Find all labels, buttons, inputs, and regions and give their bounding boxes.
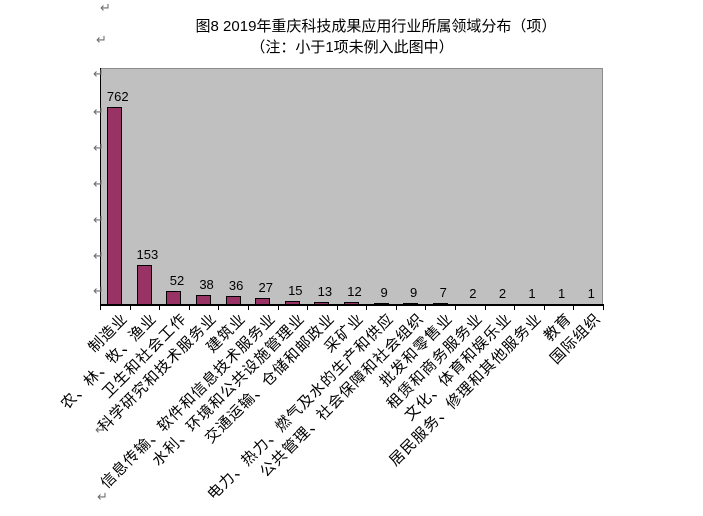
chart-bar (107, 107, 123, 305)
chart-bar (166, 291, 182, 305)
value-label: 27 (258, 280, 273, 295)
line-break-mark-icon: ↵ (93, 213, 104, 228)
line-break-mark-icon: ↵ (96, 33, 107, 48)
value-label: 762 (106, 89, 129, 104)
value-label: 52 (169, 273, 185, 288)
line-break-mark-icon: ↵ (93, 67, 104, 82)
x-axis-tick (337, 306, 338, 310)
value-label: 1 (528, 286, 536, 301)
x-axis-tick (573, 306, 574, 310)
line-break-mark-icon: ↵ (93, 249, 104, 264)
line-break-mark-icon: ↵ (100, 1, 111, 16)
x-axis-tick (100, 306, 101, 310)
x-axis-tick (248, 306, 249, 310)
value-label: 1 (587, 286, 595, 301)
x-axis-tick (396, 306, 397, 310)
x-axis-tick (603, 306, 604, 310)
x-axis-tick (130, 306, 131, 310)
value-label: 38 (199, 277, 214, 292)
x-axis-tick (425, 306, 426, 310)
chart-title: 图8 2019年重庆科技成果应用行业所属领域分布（项） (195, 18, 557, 35)
chart-bar (196, 295, 212, 305)
chart-subtitle: （注：小于1项未例入此图中） (250, 39, 454, 56)
x-axis-tick (455, 306, 456, 310)
value-label: 1 (557, 286, 566, 301)
x-axis-tick (544, 306, 545, 310)
x-axis-tick (189, 306, 190, 310)
x-axis-tick (485, 306, 486, 310)
x-axis-tick (278, 306, 279, 310)
chart-bar (344, 302, 359, 305)
chart-bar (225, 296, 241, 305)
x-axis-line (100, 304, 604, 306)
x-axis-tick (307, 306, 308, 310)
line-break-mark-icon: ↵ (93, 141, 104, 156)
plot-area (100, 68, 603, 305)
line-break-mark-icon: ↵ (93, 105, 104, 120)
line-break-mark-icon: ↵ (93, 284, 104, 299)
y-axis-line (100, 68, 101, 305)
value-label: 9 (410, 285, 418, 300)
line-break-mark-icon: ↵ (97, 490, 108, 505)
line-break-mark-icon: ↵ (93, 177, 104, 192)
chart-bar (284, 301, 300, 305)
chart-bar (136, 265, 152, 305)
value-label: 15 (288, 283, 303, 298)
value-label: 13 (317, 284, 333, 299)
x-axis-tick (366, 306, 367, 310)
value-label: 7 (439, 285, 447, 300)
chart-bar (255, 298, 271, 305)
value-label: 2 (498, 286, 507, 301)
chart-bar (314, 302, 330, 305)
x-axis-tick (514, 306, 515, 310)
value-label: 153 (136, 247, 159, 262)
value-label: 9 (380, 285, 388, 300)
value-label: 36 (228, 278, 244, 293)
x-axis-tick (159, 306, 160, 310)
value-label: 12 (347, 284, 362, 299)
x-axis-tick (218, 306, 219, 310)
line-break-mark-icon: ↵ (95, 423, 106, 438)
value-label: 2 (469, 286, 477, 301)
